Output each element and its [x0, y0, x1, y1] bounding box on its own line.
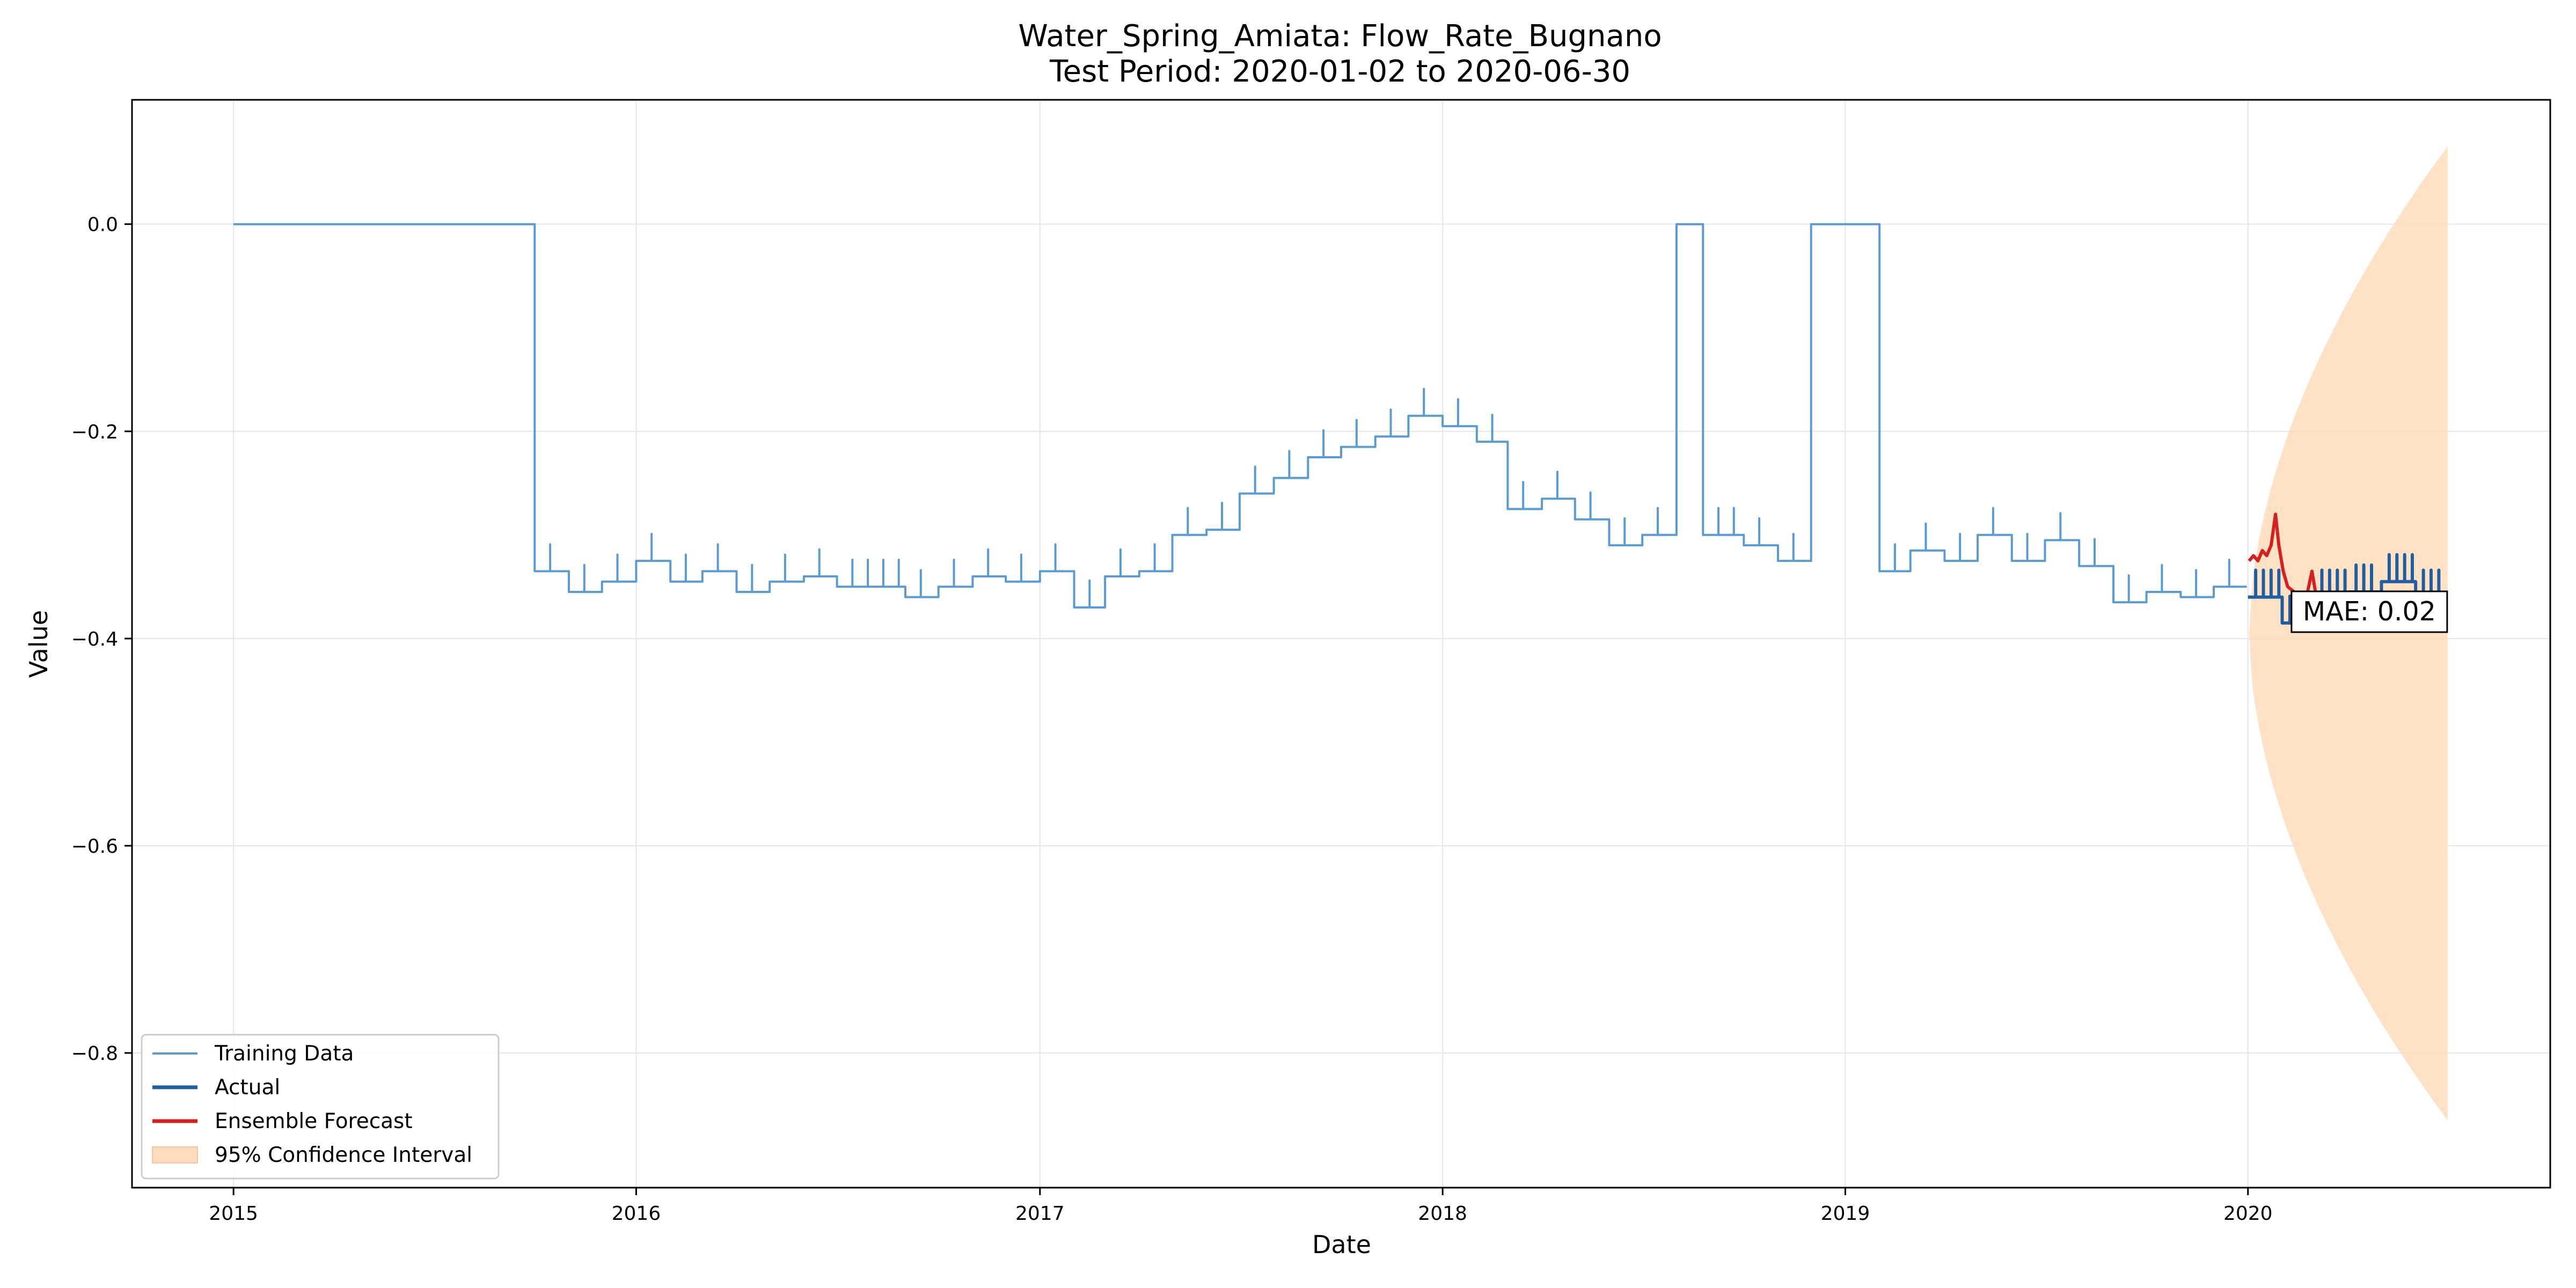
x-tick-label: 2019: [1821, 1203, 1870, 1225]
y-tick-label: −0.6: [71, 836, 118, 858]
x-tick-label: 2016: [612, 1203, 661, 1225]
legend-label-forecast: Ensemble Forecast: [215, 1109, 413, 1133]
x-tick-label: 2020: [2223, 1203, 2273, 1225]
confidence-band: [2249, 146, 2448, 1121]
y-tick-label: −0.4: [71, 628, 118, 650]
series-line-training-data: [233, 223, 2247, 609]
x-ticks: 2015 2016 2017 2018 2019 2020: [209, 1188, 2273, 1225]
annotation-box: MAE: 0.02: [2290, 590, 2448, 633]
legend: Training Data Actual Ensemble Forecast 9…: [141, 1034, 500, 1180]
chart-title: Water_Spring_Amiata: Flow_Rate_Bugnano: [1018, 19, 1662, 54]
y-tick-label: 0.0: [87, 214, 118, 236]
plot-frame: [131, 99, 2551, 1189]
y-axis-label: Value: [24, 610, 53, 678]
legend-swatch-ci: [152, 1146, 198, 1163]
y-tick-label: −0.2: [71, 421, 118, 443]
x-tick-label: 2017: [1015, 1203, 1065, 1225]
y-tick-label: −0.8: [71, 1043, 118, 1065]
chart-subtitle: Test Period: 2020-01-02 to 2020-06-30: [1049, 54, 1630, 89]
x-tick-label: 2018: [1418, 1203, 1467, 1225]
legend-label-ci: 95% Confidence Interval: [215, 1143, 472, 1167]
x-axis-label: Date: [1312, 1230, 1371, 1259]
legend-label-training: Training Data: [214, 1042, 354, 1066]
x-tick-label: 2015: [209, 1203, 258, 1225]
series-line-ensemble-forecast: [2248, 513, 2324, 599]
series-lines: [233, 223, 2448, 625]
annotation-frame: [2290, 590, 2448, 633]
legend-frame: [141, 1034, 500, 1180]
confidence-interval-band: [2249, 146, 2448, 1121]
grid: [132, 100, 2550, 1188]
y-ticks: 0.0 −0.2 −0.4 −0.6 −0.8: [71, 214, 132, 1065]
legend-label-actual: Actual: [215, 1075, 280, 1100]
annotation-text: MAE: 0.02: [2303, 596, 2436, 627]
